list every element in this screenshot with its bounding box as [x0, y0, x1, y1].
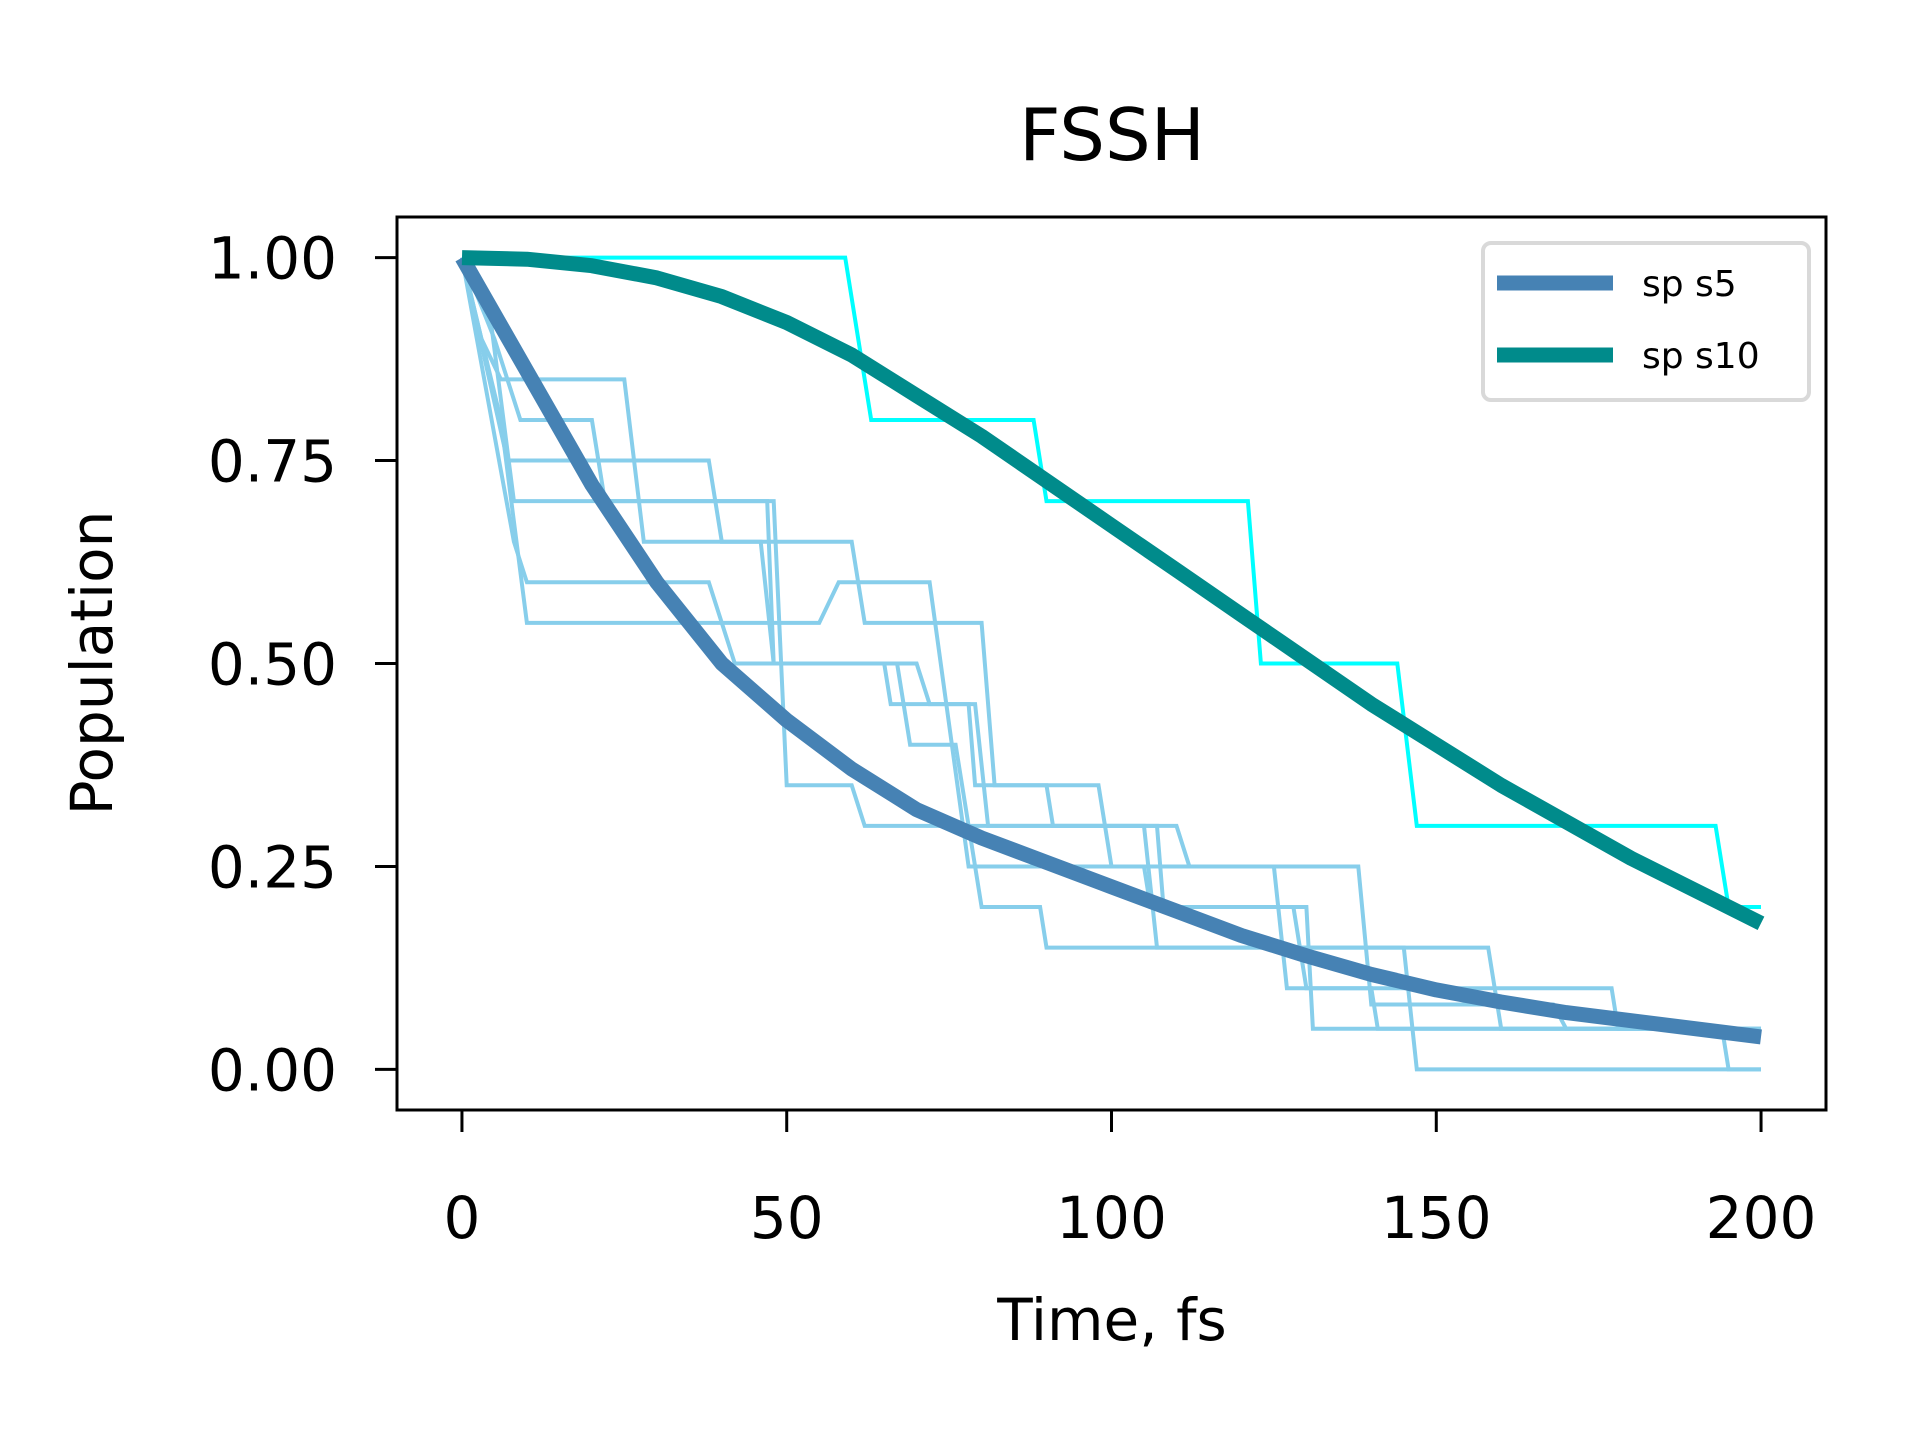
x-tick-label: 200: [1706, 1184, 1817, 1252]
x-tick-label: 0: [444, 1184, 481, 1252]
y-tick-label: 0.25: [208, 833, 337, 901]
y-axis: 0.00 0.25 0.50 0.75 1.00: [208, 225, 397, 1104]
average-population-lines: [455, 250, 1765, 1045]
y-tick-label: 0.00: [208, 1036, 337, 1104]
series-line-sp-s10: [461, 250, 1765, 931]
y-tick-label: 0.75: [208, 428, 337, 496]
y-tick-label: 0.50: [208, 631, 337, 699]
x-axis: 0 50 100 150 200: [444, 1110, 1817, 1252]
legend: sp s5 sp s10: [1481, 241, 1811, 402]
x-tick-label: 50: [750, 1184, 824, 1252]
chart-title: FSSH: [1019, 93, 1205, 177]
x-tick-label: 150: [1381, 1184, 1492, 1252]
y-tick-label: 1.00: [208, 225, 337, 293]
legend-label-sp-s5: sp s5: [1642, 264, 1737, 305]
trajectory-s10-1: [462, 255, 1761, 909]
y-axis-label: Population: [58, 511, 126, 816]
x-axis-label: Time, fs: [996, 1286, 1226, 1354]
series-line-sp-s5: [455, 253, 1762, 1045]
x-tick-label: 100: [1056, 1184, 1167, 1252]
legend-label-sp-s10: sp s10: [1642, 336, 1760, 377]
trajectory-s5-7: [460, 256, 1761, 1072]
